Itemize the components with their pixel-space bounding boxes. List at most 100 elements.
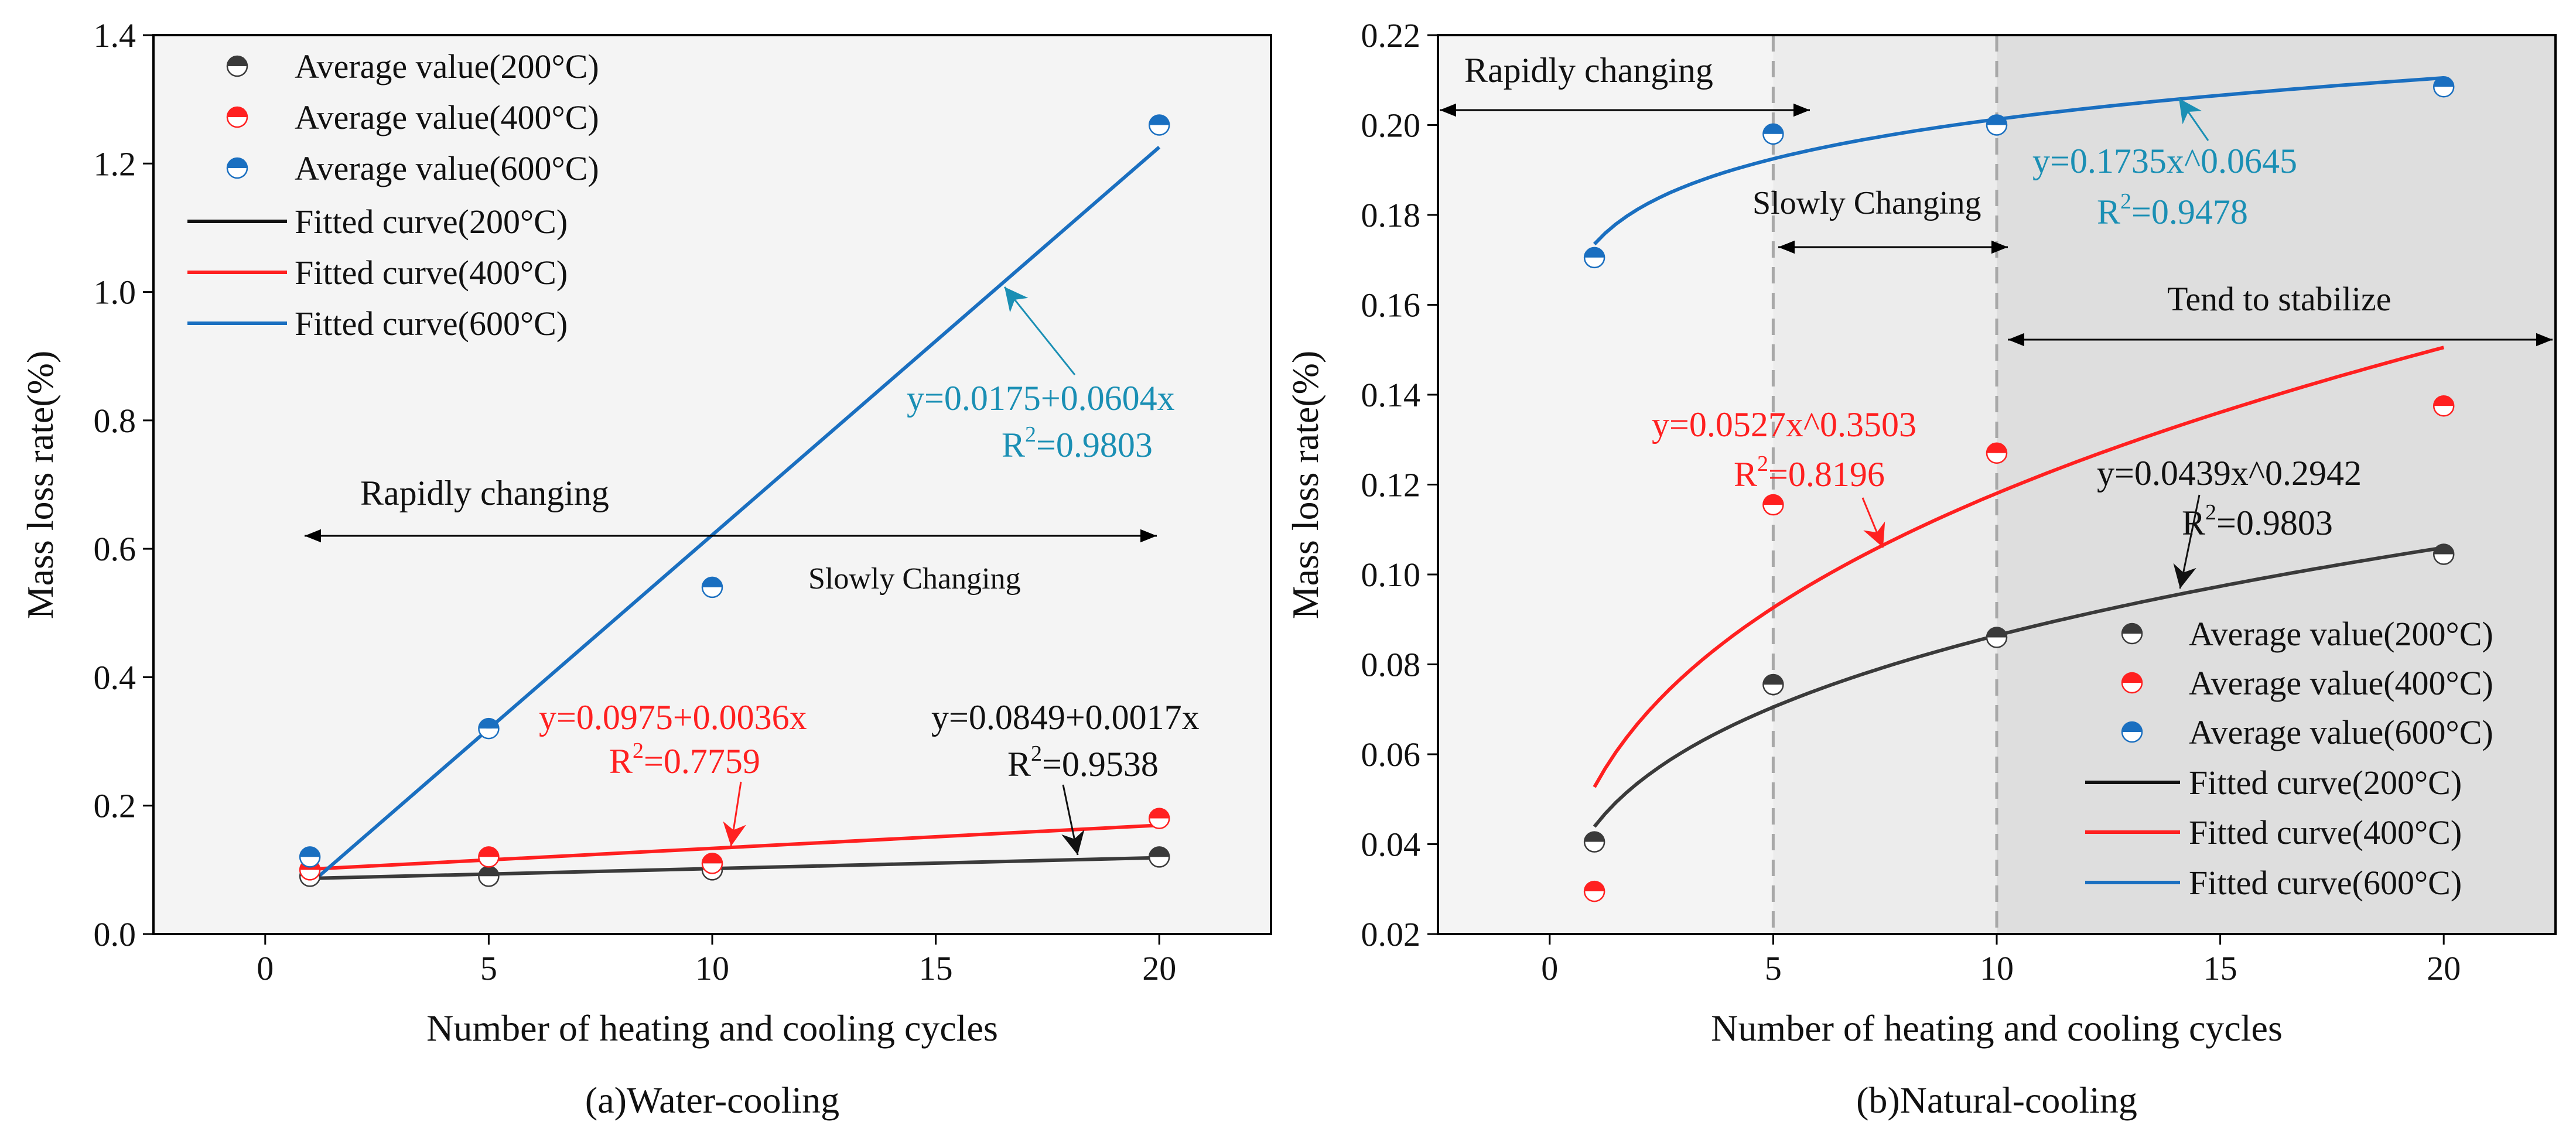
legend-a-label-fit-200: Fitted curve(200°C) [295, 203, 568, 241]
panel-b-xtick-label-1: 5 [1765, 949, 1782, 987]
legend-b-marker-600 [2121, 721, 2143, 743]
panel-b-ytick-label-4: 0.10 [1361, 556, 1421, 594]
panel-a-xtick-label-4: 20 [1142, 949, 1176, 987]
panel-b-ytick-label-8: 0.18 [1361, 196, 1421, 234]
panel-b-eq-400-pointer [1861, 497, 1885, 548]
panel-a-ytick-label-1: 0.2 [94, 787, 136, 825]
legend-b-label-fit-600: Fitted curve(600°C) [2189, 864, 2462, 902]
legend-b-marker-400 [2121, 672, 2143, 694]
panel-b-caption: (b)Natural-cooling [1856, 1079, 2137, 1121]
panel-a-r2-400-value: =0.7759 [644, 742, 760, 781]
panel-b-point-s2-1 [1762, 123, 1784, 145]
panel-b-point-s1-1 [1762, 494, 1784, 516]
legend-b-marker-shape-0 [2121, 622, 2143, 645]
panel-a-eq-400: y=0.0975+0.0036x [539, 698, 807, 737]
panel-b-eq-200: y=0.0439x^0.2942 [2097, 454, 2362, 492]
panel-b-eq-200-pointer [2173, 494, 2201, 589]
panel-b-fit-line-2 [1593, 76, 2444, 246]
panel-a-r2-600-value: =0.9803 [1036, 426, 1153, 464]
panel-a-marks [299, 114, 1170, 887]
panel-b-point-s1-3 [2432, 395, 2455, 417]
panel-a-point-s0-1 [478, 866, 500, 887]
panel-a-eq-600-pointer [1003, 286, 1076, 375]
panel-a-point-s1-2 [701, 853, 723, 874]
panel-a-eq-200-pointer [1061, 784, 1085, 856]
panel-b-eq-400: y=0.0527x^0.3503 [1652, 405, 1916, 444]
panel-a-xtick-label-2: 10 [695, 949, 729, 987]
panel-b-ytick-label-2: 0.06 [1361, 736, 1421, 774]
panel-a-ytick-label-6: 1.2 [94, 145, 136, 183]
panel-b-ytick-label-3: 0.08 [1361, 646, 1421, 684]
panel-a-fit-line-1 [309, 823, 1160, 871]
legend-b-marker-shape-1 [2121, 672, 2143, 694]
panel-b-xtick-label-3: 15 [2203, 949, 2237, 987]
legend-b-label-fit-400: Fitted curve(400°C) [2189, 813, 2462, 851]
panel-a-eq-200: y=0.0849+0.0017x [931, 698, 1200, 737]
panel-a-point-s0-3 [1148, 846, 1170, 868]
panel-a-x-axis-label: Number of heating and cooling cycles [426, 1007, 998, 1049]
panel-b-r2-400-value: =0.8196 [1768, 455, 1885, 494]
panel-b-point-s0-0 [1583, 831, 1605, 853]
panel-a-point-s1-1 [478, 846, 500, 868]
panel-a-ticks: 0 5 10 15 20 0.0 0.2 0.4 0.6 0.8 1.0 1.2 1.4 [94, 16, 1177, 987]
panel-b-ytick-label-10: 0.22 [1361, 16, 1421, 54]
panel-b-marks [1583, 76, 2455, 902]
legend-a-marker-shape-0 [226, 55, 248, 77]
legend-a-marker-600 [226, 157, 248, 179]
panel-b-natural-cooling: 0 5 10 15 20 0.02 0.04 0.06 0.08 0.10 0.12 0.14 0.16… [1284, 16, 2557, 1121]
panel-a-ytick-label-0: 0.0 [94, 915, 136, 953]
panel-b-xtick-label-2: 10 [1980, 949, 2014, 987]
panel-b-r2-400: R2=0.8196 [1734, 452, 1885, 494]
panel-b-r2-200-value: =0.9803 [2216, 504, 2333, 542]
panel-a-fit-line-0 [310, 856, 1160, 880]
legend-a-label-avg-400: Average value(400°C) [295, 98, 599, 136]
panel-a-point-s2-2 [701, 576, 723, 598]
panel-b-point-s0-2 [1986, 627, 2008, 648]
legend-b-marker-shape-2 [2121, 721, 2143, 743]
panel-b-fit-line-1 [1593, 346, 2444, 788]
panel-a-point-s2-0 [299, 846, 321, 868]
panel-a-point-s2-3 [1148, 114, 1170, 136]
panel-a-ytick-label-5: 1.0 [94, 273, 136, 312]
panel-b-r2-600-value: =0.9478 [2131, 193, 2248, 231]
panel-b-point-s2-0 [1583, 247, 1605, 269]
panel-b-ytick-label-7: 0.16 [1361, 286, 1421, 324]
panel-b-y-axis-label: Mass loss rate(%) [1284, 351, 1326, 620]
panel-a-r2-200-value: =0.9538 [1042, 745, 1159, 784]
panel-a-ytick-label-2: 0.4 [94, 658, 136, 696]
panel-a-caption: (a)Water-cooling [585, 1079, 839, 1121]
panel-a-plot-area [153, 35, 1271, 934]
panel-b-point-s2-2 [1986, 114, 2008, 136]
panel-b-stable-label: Tend to stabilize [2167, 280, 2391, 318]
legend-a-marker-shape-1 [226, 106, 248, 128]
panel-a-r2-200: R2=0.9538 [1007, 741, 1159, 784]
panel-b-eq-600: y=0.1735x^0.0645 [2032, 142, 2297, 180]
panel-b-xtick-label-0: 0 [1541, 949, 1558, 987]
panel-b-slow-label: Slowly Changing [1752, 185, 1981, 221]
panel-a-slow-label: Slowly Changing [808, 562, 1021, 596]
panel-a-ytick-label-3: 0.6 [94, 530, 136, 568]
legend-a-marker-shape-2 [226, 157, 248, 179]
panel-a-legend: Average value(200°C) Average value(400°C… [187, 47, 599, 343]
legend-b-label-avg-200: Average value(200°C) [2189, 615, 2493, 653]
legend-a-marker-200 [226, 55, 248, 77]
legend-b-marker-200 [2121, 622, 2143, 645]
panel-b-stage-stable-shade [1997, 35, 2555, 934]
panel-b-xtick-label-4: 20 [2427, 949, 2461, 987]
panel-a-xtick-label-0: 0 [257, 949, 274, 987]
panel-b-ytick-label-5: 0.12 [1361, 466, 1421, 504]
legend-b-label-fit-200: Fitted curve(200°C) [2189, 764, 2462, 802]
panel-b-point-s1-2 [1986, 442, 2008, 464]
legend-a-label-fit-600: Fitted curve(600°C) [295, 305, 568, 343]
panel-b-ticks: 0 5 10 15 20 0.02 0.04 0.06 0.08 0.10 0.12 0.14 0.16… [1361, 16, 2461, 987]
panel-a-r2-400: R2=0.7759 [609, 738, 760, 781]
panel-b-ytick-label-9: 0.20 [1361, 107, 1421, 145]
panel-a-xtick-label-1: 5 [480, 949, 497, 987]
panel-a-water-cooling: 0 5 10 15 20 0.0 0.2 0.4 0.6 0.8 1.0 1.2 1.4 Rapidly… [19, 16, 1272, 1121]
legend-a-label-fit-400: Fitted curve(400°C) [295, 254, 568, 292]
panel-b-point-s0-3 [2432, 543, 2455, 565]
panel-b-ytick-label-1: 0.04 [1361, 826, 1421, 864]
panel-a-point-s1-3 [1148, 808, 1170, 829]
panel-a-eq-600: y=0.0175+0.0604x [907, 379, 1175, 418]
